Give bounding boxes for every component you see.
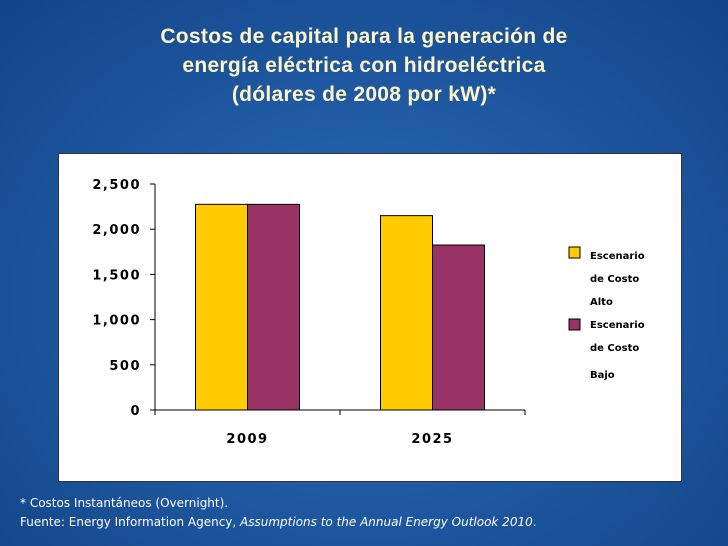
bar-chart: 0 500 1,000 1,500 2,000 2,500 2009 2025 Escenar… [92, 178, 645, 447]
x-tick-label: 2025 [411, 432, 453, 447]
legend-swatch-low [568, 318, 581, 331]
y-tick-label: 1,000 [92, 314, 141, 329]
bar-high-2009 [195, 203, 248, 411]
chart-bars [195, 203, 485, 411]
y-tick-label: 500 [109, 359, 141, 374]
chart-tick-labels: 0 500 1,000 1,500 2,000 2,500 2009 2025 [92, 178, 453, 447]
legend-label-low-3: Bajo [590, 370, 615, 381]
slide-title: Costos de capital para la generación de … [0, 22, 728, 109]
source-line: Fuente: Energy Information Agency, Assum… [20, 513, 537, 532]
bar-high-2025 [380, 215, 433, 411]
source-suffix: . [532, 515, 537, 529]
source-prefix: Fuente: Energy Information Agency, [20, 515, 241, 529]
legend-swatch-high [568, 246, 581, 259]
y-tick-label: 0 [130, 404, 141, 419]
title-line-1: Costos de capital para la generación de [160, 25, 568, 48]
legend-label-low-2: de Costo [590, 343, 639, 354]
footnote: * Costos Instantáneos (Overnight). [20, 496, 229, 510]
source-title: Assumptions to the Annual Energy Outlook… [240, 515, 533, 529]
bar-low-2025 [432, 244, 485, 411]
legend-label-high-3: Alto [590, 297, 613, 308]
title-line-3: (dólares de 2008 por kW)* [231, 83, 497, 106]
legend-label-high-1: Escenario [590, 251, 645, 262]
bar-low-2009 [247, 203, 300, 411]
chart-panel: 0 500 1,000 1,500 2,000 2,500 2009 2025 Escenar… [58, 153, 682, 482]
y-tick-label: 1,500 [92, 268, 141, 283]
legend-label-high-2: de Costo [590, 274, 639, 285]
chart-legend: Escenario de Costo Alto Escenario de Cos… [568, 246, 645, 381]
y-tick-label: 2,000 [92, 223, 141, 238]
slide-footer: * Costos Instantáneos (Overnight). Fuent… [20, 494, 537, 532]
x-tick-label: 2009 [226, 432, 268, 447]
legend-label-low-1: Escenario [590, 320, 645, 331]
y-tick-label: 2,500 [92, 178, 141, 193]
title-line-2: energía eléctrica con hidroeléctrica [182, 54, 546, 77]
